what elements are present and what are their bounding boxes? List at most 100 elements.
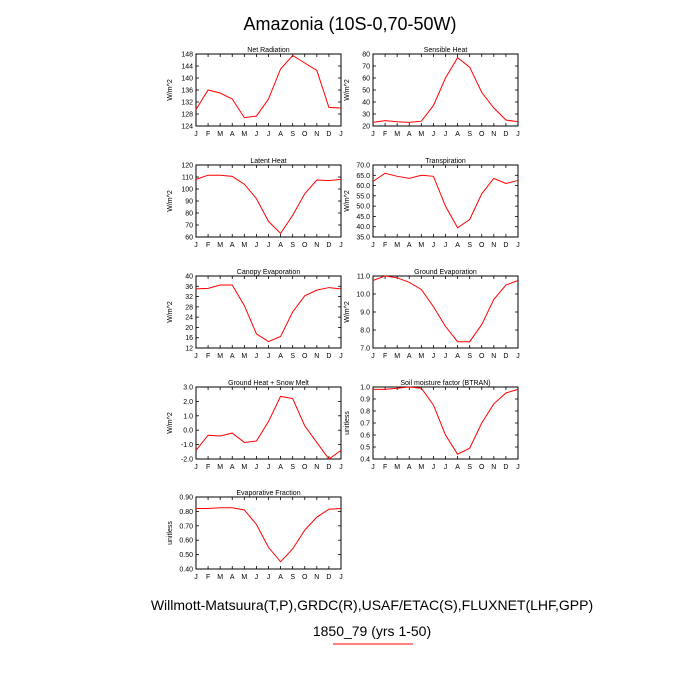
x-tick-label: J [432,242,436,249]
x-tick-label: N [491,242,496,249]
x-tick-label: M [241,242,247,249]
panel-title: Ground Heat + Snow Melt [228,380,309,387]
y-tick-label: 16 [185,335,193,342]
y-tick-label: 7.0 [360,346,370,353]
x-tick-label: S [467,131,472,138]
x-tick-label: J [339,242,343,249]
x-tick-label: A [230,242,235,249]
y-tick-label: 124 [181,124,193,131]
y-tick-label: 50.0 [356,204,370,211]
panel-title: Net Radiation [247,47,290,54]
x-tick-label: O [302,464,308,471]
panel-title: Soil moisture factor (BTRAN) [400,380,490,387]
panel-title: Evaporative Fraction [236,490,300,497]
x-tick-label: J [444,131,448,138]
x-tick-label: M [418,131,424,138]
series-line [196,507,342,563]
x-tick-label: D [326,353,331,360]
y-tick-label: 12 [185,346,193,353]
x-tick-label: J [339,464,343,471]
x-tick-label: A [278,464,283,471]
x-tick-label: J [432,464,436,471]
y-axis-label: unitless [344,411,351,435]
x-tick-label: N [491,464,496,471]
x-tick-label: A [230,574,235,581]
y-tick-label: 0.70 [179,523,193,530]
y-tick-label: 148 [181,52,193,59]
series-line [195,54,342,119]
x-tick-label: J [194,574,198,581]
series-line [195,284,342,343]
x-tick-label: N [314,353,319,360]
x-tick-label: O [479,131,485,138]
y-axis-label: unitless [167,521,174,545]
x-tick-label: F [206,464,210,471]
x-tick-label: S [290,353,295,360]
x-tick-label: J [255,353,259,360]
y-tick-label: 0.60 [179,538,193,545]
panel-soil-moisture-factor: Soil moisture factor (BTRAN)J F M A M J J A S O N D… [344,380,520,471]
y-tick-label: 1.0 [360,385,370,392]
y-tick-label: 45.0 [356,214,370,221]
panel-title: Latent Heat [250,158,286,165]
x-tick-label: N [314,242,319,249]
y-axis-label: W/m^2 [344,301,351,323]
x-tick-label: A [278,131,283,138]
x-tick-label: J [371,353,375,360]
x-tick-label: M [217,464,223,471]
x-tick-label: A [230,131,235,138]
x-tick-label: F [383,131,387,138]
y-tick-label: 9.0 [360,310,370,317]
x-tick-label: M [418,242,424,249]
y-tick-label: 30 [362,112,370,119]
x-tick-label: M [418,353,424,360]
y-tick-label: -2.0 [181,457,193,464]
x-tick-label: D [326,131,331,138]
panel-title: Ground Evaporation [414,269,477,276]
x-tick-label: F [383,353,387,360]
y-tick-label: 50 [362,88,370,95]
x-tick-label: N [314,574,319,581]
x-tick-label: J [371,131,375,138]
y-tick-label: 0.5 [360,445,370,452]
x-tick-label: A [230,353,235,360]
plot-frame [372,53,519,127]
y-tick-label: 40 [185,274,193,281]
plot-frame [372,275,519,349]
x-tick-label: A [278,353,283,360]
y-tick-label: 2.0 [183,399,193,406]
panel-title: Canopy Evaporation [237,269,301,276]
x-tick-label: J [267,242,271,249]
y-tick-label: 40.0 [356,224,370,231]
x-tick-label: J [194,242,198,249]
x-tick-label: J [444,353,448,360]
x-tick-label: M [394,353,400,360]
x-tick-label: M [241,574,247,581]
x-tick-label: D [503,242,508,249]
x-tick-label: J [339,353,343,360]
y-axis-label: W/m^2 [167,190,174,212]
plot-frame [195,164,342,238]
y-axis-label: W/m^2 [344,190,351,212]
y-tick-label: 55.0 [356,193,370,200]
x-tick-label: J [339,574,343,581]
y-tick-label: 35.0 [356,235,370,242]
y-tick-label: 0.50 [179,552,193,559]
x-tick-label: N [314,464,319,471]
x-tick-label: F [206,353,210,360]
x-tick-label: A [407,464,412,471]
x-tick-label: A [278,574,283,581]
x-tick-label: M [394,464,400,471]
x-tick-label: J [516,464,520,471]
y-tick-label: 70.0 [356,163,370,170]
y-tick-label: 70 [185,223,193,230]
y-tick-label: 0.7 [360,421,370,428]
y-tick-label: 1.0 [183,413,193,420]
x-tick-label: J [444,464,448,471]
